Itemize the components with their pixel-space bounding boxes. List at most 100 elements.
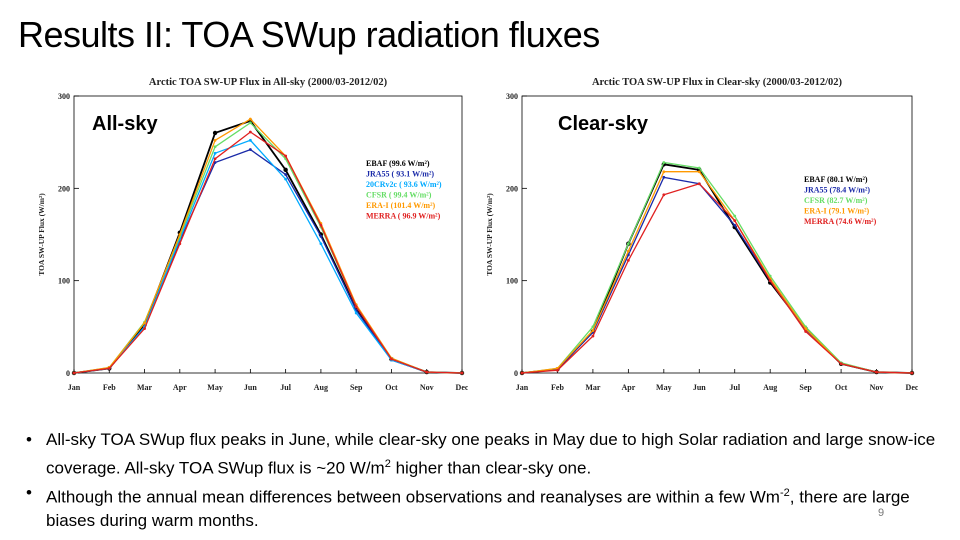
- data-point: [248, 121, 252, 125]
- data-point: [213, 138, 217, 142]
- series-line-merra: [73, 131, 463, 374]
- y-axis-label: TOA SW-UP Flux (W/m²): [485, 193, 494, 276]
- plot-frame: [521, 95, 913, 374]
- data-point: [213, 157, 217, 161]
- page-number: 9: [878, 507, 885, 519]
- data-point: [733, 219, 737, 223]
- legend-entry: ERA-I (79.1 W/m²): [804, 207, 869, 216]
- data-point: [319, 242, 323, 246]
- data-point: [520, 371, 524, 375]
- chart-title: Arctic TOA SW-UP Flux in All-sky (2000/0…: [149, 77, 388, 88]
- y-tick-label: 200: [58, 184, 70, 193]
- data-point: [591, 334, 595, 338]
- data-point: [72, 371, 76, 375]
- legend-entry: 20CRv2c ( 93.6 W/m²): [366, 180, 442, 189]
- data-point: [662, 193, 666, 197]
- legend-entry: MERRA (74.6 W/m²): [804, 217, 877, 226]
- x-tick-label: Dec: [906, 383, 918, 392]
- legend-entry: MERRA ( 96.9 W/m²): [366, 212, 441, 221]
- data-point: [284, 154, 288, 158]
- plot-frame: [73, 95, 463, 374]
- x-tick-label: Feb: [551, 383, 564, 392]
- x-tick-label: Sep: [799, 383, 812, 392]
- x-tick-label: Mar: [137, 383, 153, 392]
- x-tick-label: Aug: [314, 383, 328, 392]
- x-tick-label: Mar: [585, 383, 601, 392]
- x-tick-label: Oct: [385, 383, 398, 392]
- x-tick-label: May: [656, 383, 672, 392]
- legend-entry: CFSR (82.7 W/m²): [804, 196, 868, 205]
- data-point: [248, 117, 252, 121]
- data-point: [875, 370, 878, 374]
- data-point: [662, 161, 666, 164]
- bullet-item: • Although the annual mean differences b…: [26, 481, 946, 534]
- legend-entry: EBAF (99.6 W/m²): [366, 159, 430, 168]
- data-point: [733, 214, 737, 218]
- data-point: [319, 223, 323, 227]
- data-point: [284, 177, 288, 181]
- data-point: [283, 167, 288, 173]
- y-tick-label: 100: [506, 277, 518, 286]
- legend-entry: EBAF (80.1 W/m²): [804, 175, 868, 184]
- data-point: [460, 371, 464, 375]
- bullet-item: • All-sky TOA SWup flux peaks in June, w…: [26, 428, 946, 481]
- data-point: [284, 173, 288, 176]
- x-tick-label: Oct: [835, 383, 848, 392]
- data-point: [178, 242, 182, 246]
- x-tick-label: Jan: [68, 383, 81, 392]
- y-tick-label: 300: [506, 92, 518, 101]
- legend-entry: JRA55 (78.4 W/m²): [804, 186, 870, 195]
- slide-title: Results II: TOA SWup radiation fluxes: [18, 14, 600, 55]
- data-point: [556, 368, 559, 372]
- legend-entry: CFSR ( 99.4 W/m²): [366, 191, 432, 200]
- y-tick-label: 100: [58, 277, 70, 286]
- data-point: [143, 327, 146, 331]
- panel-label: All-sky: [92, 113, 158, 135]
- bullet-text: Although the annual mean differences bet…: [46, 486, 910, 531]
- data-point: [213, 151, 217, 155]
- data-point: [626, 249, 630, 253]
- data-point: [626, 258, 630, 262]
- y-tick-label: 200: [506, 184, 518, 193]
- x-tick-label: Dec: [456, 383, 468, 392]
- y-axis-label: TOA SW-UP Flux (W/m²): [37, 193, 46, 276]
- data-point: [662, 175, 666, 179]
- bullet-dot: •: [26, 430, 32, 449]
- data-point: [319, 234, 323, 238]
- bullet-text: All-sky TOA SWup flux peaks in June, whi…: [46, 430, 936, 478]
- bullet-dot: •: [26, 482, 32, 502]
- clear-sky-chart: Arctic TOA SW-UP Flux in Clear-sky (2000…: [485, 77, 918, 392]
- data-point: [626, 242, 630, 246]
- x-tick-label: Jun: [693, 383, 706, 392]
- data-point: [425, 370, 429, 374]
- data-point: [178, 233, 182, 236]
- data-point: [768, 279, 772, 283]
- x-tick-label: Jul: [729, 383, 740, 392]
- x-tick-label: Feb: [103, 383, 116, 392]
- data-point: [697, 170, 701, 174]
- x-tick-label: May: [207, 383, 223, 392]
- data-point: [839, 362, 843, 366]
- data-point: [591, 329, 595, 332]
- x-tick-label: Jun: [244, 383, 257, 392]
- series-line-cfsr: [521, 161, 913, 374]
- series-line-era-i: [73, 118, 463, 374]
- legend-entry: JRA55 ( 93.1 W/m²): [366, 170, 434, 179]
- y-tick-label: 0: [514, 369, 518, 378]
- x-tick-label: Jul: [280, 383, 291, 392]
- data-point: [107, 366, 111, 370]
- data-point: [248, 148, 252, 151]
- x-tick-label: Apr: [173, 383, 187, 392]
- data-point: [697, 182, 701, 186]
- data-point: [354, 305, 358, 308]
- x-tick-label: Nov: [420, 383, 434, 392]
- y-tick-label: 0: [66, 369, 70, 378]
- data-point: [213, 145, 217, 149]
- data-point: [390, 357, 393, 361]
- y-tick-label: 300: [58, 92, 70, 101]
- all-sky-chart: Arctic TOA SW-UP Flux in All-sky (2000/0…: [37, 77, 468, 392]
- legend-entry: ERA-I (101.4 W/m²): [366, 201, 435, 210]
- series-line-20crv2c: [73, 139, 463, 374]
- data-point: [804, 330, 808, 333]
- x-tick-label: Jan: [516, 383, 529, 392]
